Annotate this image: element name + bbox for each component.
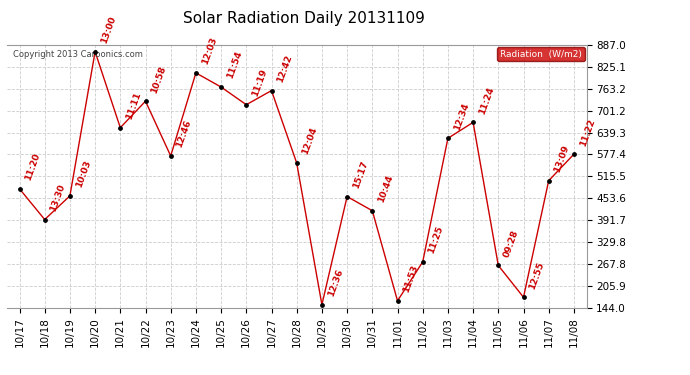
Point: [493, 262, 504, 268]
Point: [115, 124, 126, 130]
Text: Solar Radiation Daily 20131109: Solar Radiation Daily 20131109: [183, 11, 424, 26]
Text: 11:25: 11:25: [427, 225, 445, 255]
Point: [190, 70, 201, 76]
Text: 11:54: 11:54: [225, 50, 244, 80]
Point: [569, 151, 580, 157]
Point: [518, 294, 529, 300]
Text: 15:17: 15:17: [351, 159, 370, 190]
Text: 12:42: 12:42: [276, 54, 294, 84]
Text: 10:03: 10:03: [74, 159, 92, 189]
Text: 11:22: 11:22: [578, 117, 596, 147]
Text: 11:11: 11:11: [124, 91, 143, 121]
Text: 11:19: 11:19: [250, 68, 269, 98]
Text: 13:30: 13:30: [49, 183, 67, 213]
Point: [417, 259, 428, 265]
Point: [468, 119, 479, 125]
Text: 12:04: 12:04: [301, 126, 319, 156]
Point: [140, 98, 151, 104]
Point: [392, 298, 403, 304]
Text: 10:58: 10:58: [150, 64, 168, 94]
Point: [342, 194, 353, 200]
Point: [241, 102, 252, 108]
Text: 13:09: 13:09: [553, 144, 571, 174]
Point: [317, 302, 328, 307]
Point: [64, 193, 75, 199]
Point: [291, 160, 302, 166]
Text: 10:44: 10:44: [377, 174, 395, 204]
Text: 12:46: 12:46: [175, 119, 193, 149]
Point: [39, 216, 50, 222]
Text: 11:20: 11:20: [23, 152, 42, 182]
Text: 13:00: 13:00: [99, 15, 117, 45]
Text: 12:55: 12:55: [528, 260, 546, 290]
Point: [90, 49, 101, 55]
Point: [367, 208, 378, 214]
Text: 12:03: 12:03: [200, 36, 218, 66]
Text: 11:53: 11:53: [402, 264, 420, 294]
Text: Copyright 2013 Carbonics.com: Copyright 2013 Carbonics.com: [12, 50, 143, 59]
Point: [543, 178, 554, 184]
Legend: Radiation  (W/m2): Radiation (W/m2): [497, 47, 584, 61]
Text: 12:36: 12:36: [326, 268, 344, 298]
Text: 12:34: 12:34: [452, 101, 471, 131]
Point: [165, 153, 176, 159]
Text: 11:24: 11:24: [477, 86, 495, 116]
Text: 09:28: 09:28: [502, 228, 521, 258]
Point: [266, 88, 277, 94]
Point: [215, 84, 226, 90]
Point: [442, 135, 453, 141]
Point: [14, 186, 25, 192]
